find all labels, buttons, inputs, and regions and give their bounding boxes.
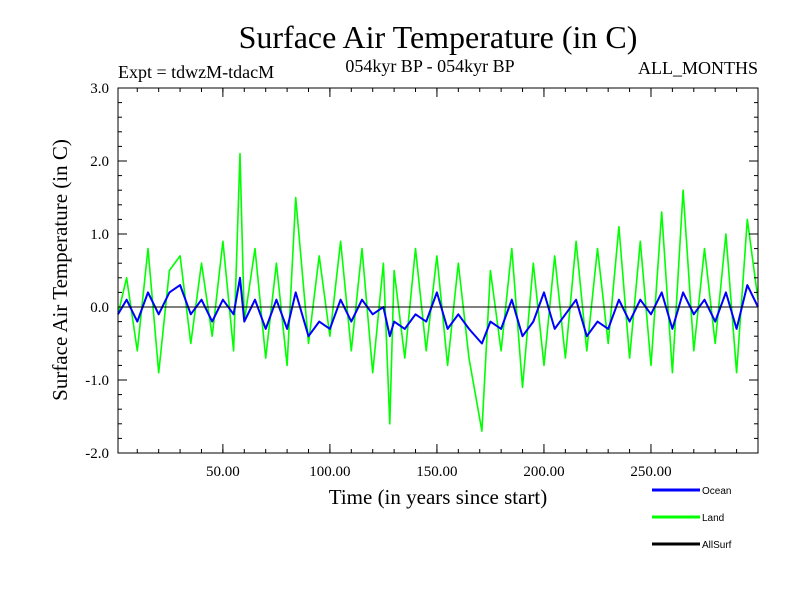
y-tick-label: 1.0	[90, 227, 109, 243]
plot-area	[117, 152, 759, 432]
y-tick-label: -1.0	[85, 373, 109, 389]
chart-title: Surface Air Temperature (in C)	[239, 19, 638, 55]
plot-frame	[117, 87, 759, 454]
y-axis-label: Surface Air Temperature (in C)	[48, 139, 72, 401]
y-tick-label: -2.0	[85, 446, 109, 462]
x-tick-label: 250.00	[630, 464, 671, 480]
months-label: ALL_MONTHS	[638, 58, 758, 78]
x-tick-label: 200.00	[523, 464, 564, 480]
period-label: 054kyr BP - 054kyr BP	[345, 56, 514, 76]
series-line-land	[117, 152, 759, 432]
y-tick-label: 0.0	[90, 300, 109, 316]
experiment-label: Expt = tdwzM-tdacM	[118, 62, 274, 82]
x-tick-label: 150.00	[416, 464, 457, 480]
x-tick-label: 100.00	[309, 464, 350, 480]
legend-label-land: Land	[702, 513, 724, 524]
legend-label-allsurf: AllSurf	[702, 540, 732, 551]
x-axis-label: Time (in years since start)	[329, 485, 548, 509]
legend-label-ocean: Ocean	[702, 486, 731, 497]
series-line-ocean	[117, 276, 759, 345]
axes: 50.00 100.00 150.00 200.00 250.00 -2.0 -1.0 0.0…	[85, 81, 759, 480]
x-tick-label: 50.00	[206, 464, 240, 480]
y-tick-label: 2.0	[90, 154, 109, 170]
legend: Ocean Land AllSurf	[652, 486, 732, 551]
y-tick-label: 3.0	[90, 81, 109, 97]
